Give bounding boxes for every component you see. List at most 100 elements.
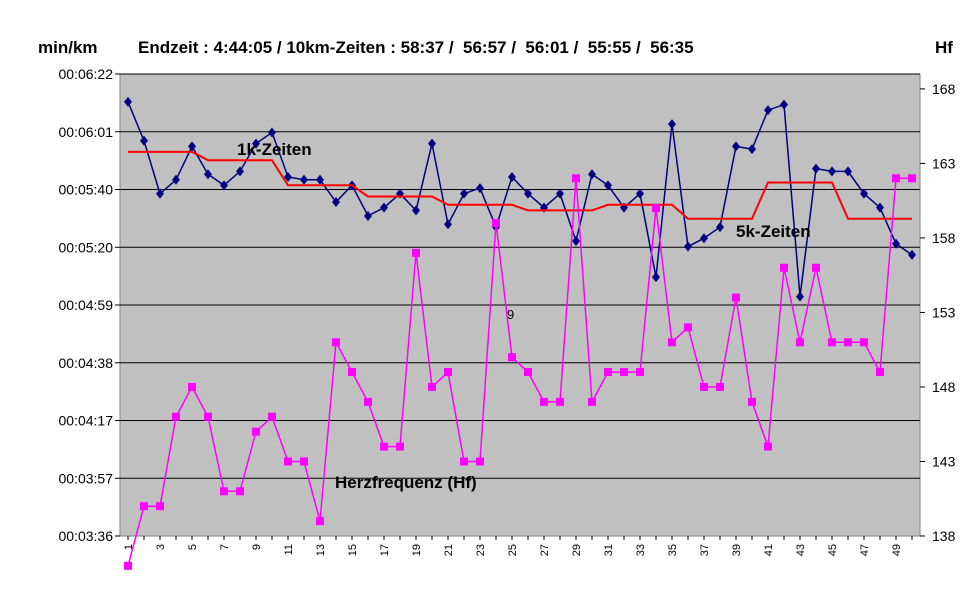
data-point bbox=[684, 241, 692, 252]
data-point bbox=[412, 205, 420, 216]
data-point bbox=[524, 368, 532, 377]
data-point bbox=[252, 427, 260, 436]
x-tick-label: 25 bbox=[507, 544, 519, 556]
data-point bbox=[332, 338, 340, 347]
data-point bbox=[812, 263, 820, 272]
data-point bbox=[364, 210, 372, 221]
right-tick-label: 168 bbox=[932, 81, 956, 97]
data-point bbox=[572, 174, 580, 183]
x-tick-label: 13 bbox=[315, 544, 327, 556]
data-point bbox=[444, 219, 452, 230]
x-tick-label: 27 bbox=[539, 544, 551, 556]
data-point bbox=[124, 561, 132, 570]
data-point bbox=[748, 144, 756, 155]
left-tick-label: 00:04:17 bbox=[59, 413, 114, 429]
data-point bbox=[588, 397, 596, 406]
data-point bbox=[204, 412, 212, 421]
x-tick-label: 3 bbox=[155, 544, 167, 550]
data-point bbox=[364, 397, 372, 406]
annotation-5k: 5k-Zeiten bbox=[736, 222, 811, 241]
data-point bbox=[396, 442, 404, 451]
right-tick-label: 153 bbox=[932, 304, 956, 320]
data-point bbox=[508, 171, 516, 182]
left-tick-label: 00:05:20 bbox=[59, 239, 114, 255]
data-point bbox=[460, 188, 468, 199]
data-point bbox=[668, 119, 676, 130]
data-point bbox=[380, 202, 388, 213]
x-tick-labels: 1 3 5 7 9 11 13 15 17 19 21 23 25 27 29 31 33 35 37 39 41 43 4… bbox=[123, 544, 903, 556]
x-tick-label: 5 bbox=[187, 544, 199, 550]
x-tick-label: 49 bbox=[891, 544, 903, 556]
data-point bbox=[348, 368, 356, 377]
data-point bbox=[284, 457, 292, 466]
data-point bbox=[268, 127, 276, 138]
data-point bbox=[140, 135, 148, 146]
series-5k-zeiten bbox=[128, 150, 912, 220]
data-point bbox=[220, 180, 228, 191]
left-tick-label: 00:03:36 bbox=[59, 528, 114, 544]
data-point bbox=[476, 457, 484, 466]
data-point bbox=[588, 169, 596, 180]
series-layer bbox=[124, 96, 916, 570]
data-point bbox=[844, 338, 852, 347]
right-tick-label: 148 bbox=[932, 379, 956, 395]
data-point bbox=[204, 169, 212, 180]
data-point bbox=[492, 219, 500, 228]
left-tick-label: 00:06:01 bbox=[59, 124, 114, 140]
data-point bbox=[300, 174, 308, 185]
data-point bbox=[732, 293, 740, 302]
right-tick-label: 163 bbox=[932, 155, 956, 171]
data-point bbox=[412, 248, 420, 257]
x-tick-label: 45 bbox=[827, 544, 839, 556]
data-point bbox=[700, 233, 708, 244]
chart-title: Endzeit : 4:44:05 / 10km-Zeiten : 58:37 … bbox=[138, 38, 694, 57]
data-point bbox=[604, 368, 612, 377]
data-point bbox=[652, 272, 660, 283]
x-tick-label: 29 bbox=[571, 544, 583, 556]
data-point bbox=[300, 457, 308, 466]
left-tick-label: 00:04:59 bbox=[59, 297, 114, 313]
data-point bbox=[700, 382, 708, 391]
right-tick-label: 138 bbox=[932, 528, 956, 544]
data-point bbox=[556, 397, 564, 406]
x-tick-label: 37 bbox=[699, 544, 711, 556]
data-point bbox=[188, 382, 196, 391]
series-herzfrequenz-hf bbox=[124, 174, 916, 570]
data-point bbox=[828, 166, 836, 177]
data-point bbox=[156, 502, 164, 511]
data-point bbox=[892, 238, 900, 249]
annotation-hf: Herzfrequenz (Hf) bbox=[335, 473, 477, 492]
data-point bbox=[444, 368, 452, 377]
data-point bbox=[332, 197, 340, 208]
data-point bbox=[604, 180, 612, 191]
data-point bbox=[876, 202, 884, 213]
x-tick-label: 9 bbox=[251, 544, 263, 550]
x-tick-label: 15 bbox=[347, 544, 359, 556]
data-point bbox=[316, 174, 324, 185]
data-point bbox=[284, 171, 292, 182]
data-point bbox=[460, 457, 468, 466]
left-tick-label: 00:06:22 bbox=[59, 66, 114, 82]
x-tick-label: 11 bbox=[283, 544, 295, 555]
data-point bbox=[428, 138, 436, 149]
data-point bbox=[668, 338, 676, 347]
data-point bbox=[796, 338, 804, 347]
x-tick-label: 35 bbox=[667, 544, 679, 556]
left-tick-label: 00:03:57 bbox=[59, 470, 114, 486]
data-point bbox=[172, 174, 180, 185]
data-point bbox=[860, 338, 868, 347]
data-point bbox=[220, 487, 228, 496]
x-tick-label: 43 bbox=[795, 544, 807, 556]
data-point bbox=[252, 138, 260, 149]
data-point bbox=[764, 105, 772, 116]
data-point bbox=[380, 442, 388, 451]
data-point bbox=[812, 163, 820, 174]
data-point bbox=[188, 141, 196, 152]
data-point bbox=[716, 382, 724, 391]
series-line bbox=[128, 150, 912, 220]
x-tick-label: 7 bbox=[219, 544, 231, 550]
data-point bbox=[636, 188, 644, 199]
right-tick-label: 158 bbox=[932, 230, 956, 246]
right-tick-label: 143 bbox=[932, 453, 956, 469]
